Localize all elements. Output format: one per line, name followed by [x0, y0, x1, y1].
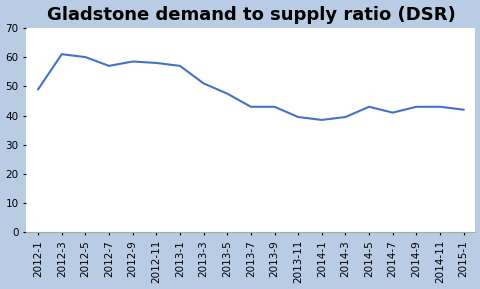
Title: Gladstone demand to supply ratio (DSR): Gladstone demand to supply ratio (DSR): [47, 5, 454, 24]
